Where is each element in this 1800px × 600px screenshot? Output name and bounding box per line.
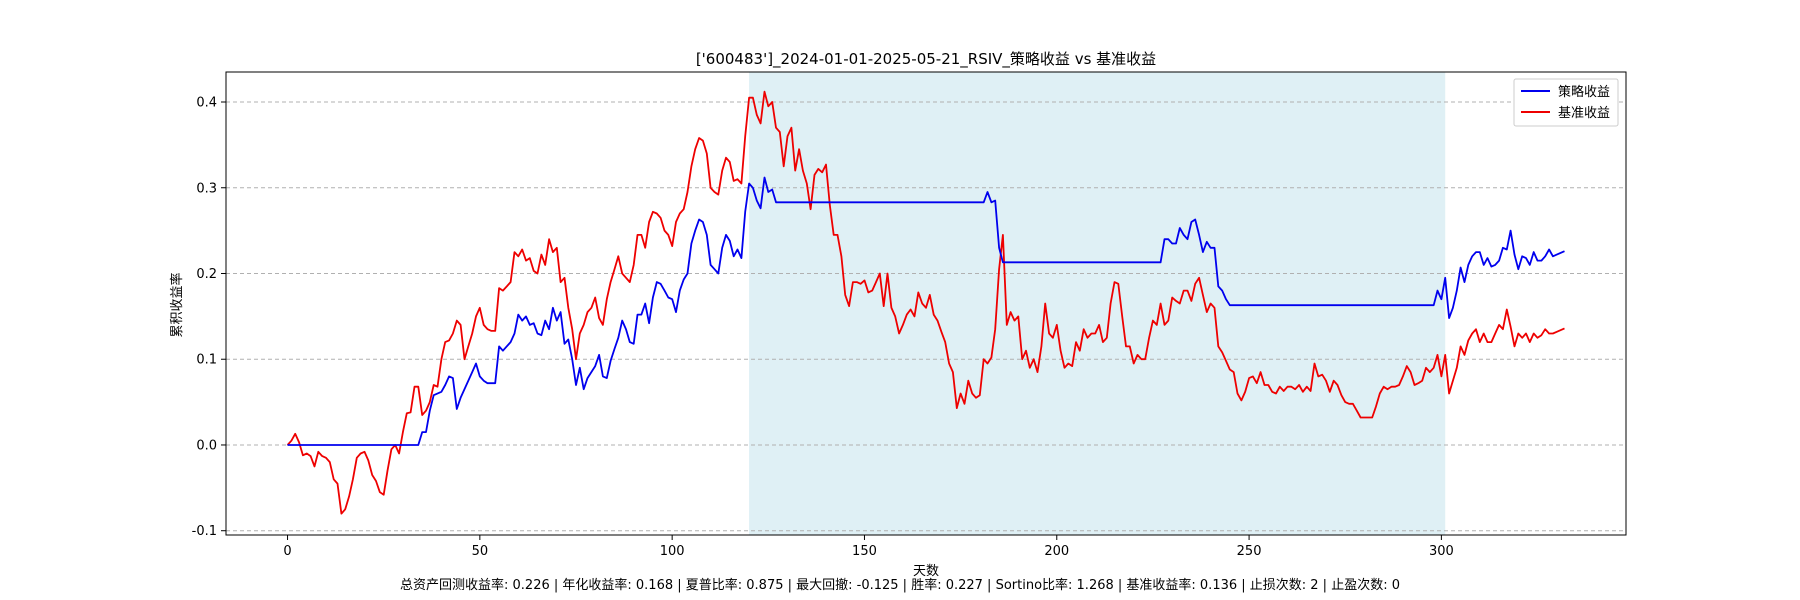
y-axis: -0.1 0.0 0.1 0.2 0.3 0.4 [192, 96, 226, 539]
plot-frame [225, 71, 1627, 536]
strategy-line [287, 176, 1565, 446]
grid-layer [226, 101, 1626, 532]
y-tick-label: 0.1 [196, 353, 217, 368]
x-tick-label: 200 [1044, 544, 1069, 559]
x-tick-label: 0 [283, 544, 291, 559]
x-tick-label: 50 [472, 544, 489, 559]
legend-label-strategy: 策略收益 [1558, 84, 1610, 100]
y-tick-label: -0.1 [192, 524, 217, 539]
chart-title: ['600483']_2024-01-01-2025-05-21_RSIV_策略… [696, 50, 1156, 69]
x-tick-label: 300 [1429, 544, 1454, 559]
x-tick-label: 150 [852, 544, 877, 559]
x-axis: 0 50 100 150 200 250 300 [283, 535, 1454, 559]
highlight-span-layer [749, 72, 1446, 535]
y-tick-label: 0.0 [196, 438, 217, 453]
legend: 策略收益 基准收益 [1513, 78, 1619, 127]
x-axis-label: 天数 [913, 564, 939, 579]
highlight-span [749, 72, 1446, 535]
legend-label-benchmark: 基准收益 [1558, 106, 1610, 121]
y-tick-label: 0.2 [196, 267, 217, 282]
summary-stats: 总资产回测收益率: 0.226 | 年化收益率: 0.168 | 夏普比率: 0… [400, 578, 1400, 593]
x-tick-label: 100 [660, 544, 685, 559]
series-layer [286, 90, 1565, 515]
y-tick-label: 0.4 [196, 96, 217, 111]
benchmark-line [286, 90, 1565, 515]
y-tick-label: 0.3 [196, 181, 217, 196]
y-axis-label: 累积收益率 [169, 272, 185, 337]
x-tick-label: 250 [1237, 544, 1262, 559]
